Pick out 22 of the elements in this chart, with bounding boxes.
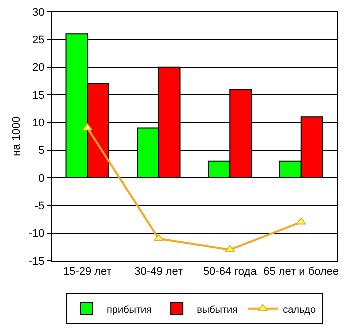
y-tick-label: -10 <box>28 228 45 240</box>
x-tick-label: 50-64 года <box>203 266 258 278</box>
legend-label: сальдо <box>283 304 317 316</box>
point <box>296 218 306 225</box>
x-tick-label: 15-29 лет <box>63 266 112 278</box>
y-tick-label: 0 <box>38 172 45 185</box>
point <box>154 234 164 242</box>
y-tick-label: 30 <box>32 6 45 19</box>
y-tick-label: 10 <box>32 118 45 130</box>
y-tick-label: 15 <box>32 90 45 102</box>
y-tick-label: -15 <box>28 256 45 268</box>
legend-label: выбытия <box>197 304 238 316</box>
point <box>225 245 236 252</box>
legend-label: прибытия <box>107 304 152 316</box>
y-tick-label: 25 <box>32 34 45 47</box>
point <box>82 124 93 131</box>
y-axis-title: на 1000 <box>11 116 23 156</box>
x-tick-label: 65 лет и более <box>264 266 340 278</box>
y-tick-label: -5 <box>35 200 45 213</box>
y-tick-label: 20 <box>32 62 45 74</box>
x-tick-label: 30-49 лет <box>134 266 184 278</box>
y-tick-label: 5 <box>38 145 45 158</box>
